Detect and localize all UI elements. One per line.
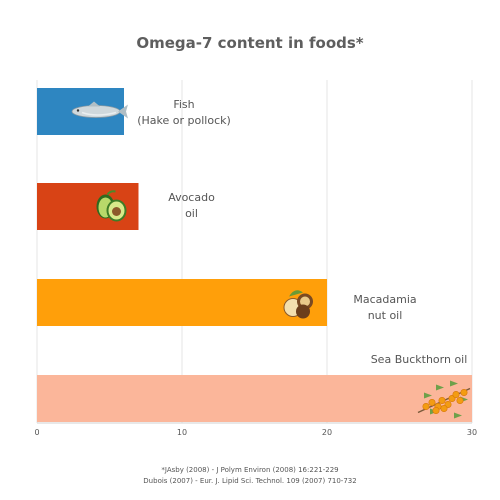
category-label: nut oil xyxy=(368,309,403,322)
macadamia-icon xyxy=(283,290,313,319)
x-tick-label: 0 xyxy=(34,428,39,437)
bar xyxy=(37,279,327,326)
footnote-2: Dubois (2007) - Eur. J. Lipid Sci. Techn… xyxy=(143,477,357,485)
category-label: Sea Buckthorn oil xyxy=(371,353,468,366)
x-tick-label: 30 xyxy=(467,428,477,437)
avocado-icon xyxy=(96,190,127,222)
category-label: Avocado xyxy=(168,191,215,204)
x-tick-label: 10 xyxy=(177,428,187,437)
category-label: Fish xyxy=(173,98,194,111)
fish-icon xyxy=(71,101,128,119)
sea-buckthorn-icon xyxy=(417,380,471,419)
x-tick-label: 20 xyxy=(322,428,332,437)
chart-title: Omega-7 content in foods* xyxy=(136,34,364,52)
category-label: oil xyxy=(185,207,198,220)
category-label: Macadamia xyxy=(353,293,416,306)
bar xyxy=(37,375,472,422)
category-label: (Hake or pollock) xyxy=(137,114,231,127)
footnote-1: *JAsby (2008) - J Polym Environ (2008) 1… xyxy=(161,466,339,474)
